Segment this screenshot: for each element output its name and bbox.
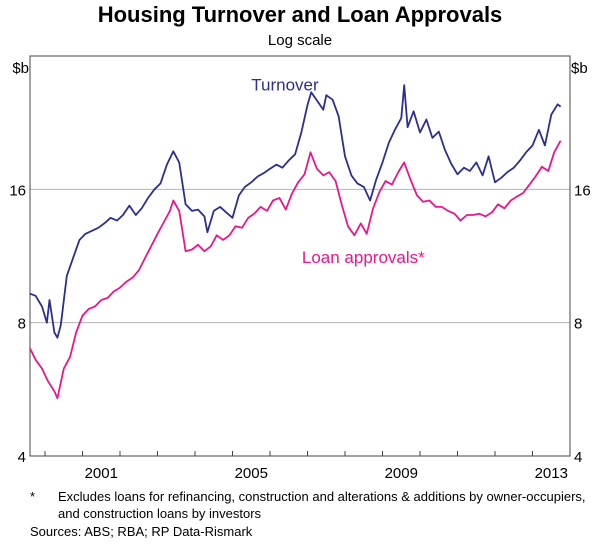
footnote-text: Excludes loans for refinancing, construc… xyxy=(58,489,586,521)
chart-subtitle: Log scale xyxy=(267,32,333,49)
footnote-marker: * xyxy=(30,489,36,504)
y-tick-label-right-4: 4 xyxy=(574,449,582,466)
footnote: * Excludes loans for refinancing, constr… xyxy=(30,488,588,522)
x-tick-label-2013: 2013 xyxy=(535,465,568,482)
series-line-turnover xyxy=(29,84,562,339)
series-label-turnover: Turnover xyxy=(251,75,319,94)
series-line-loan-approvals xyxy=(29,140,562,400)
series-label-loan-approvals: Loan approvals* xyxy=(302,248,425,267)
y-tick-label-left-16: 16 xyxy=(9,182,26,199)
plot-frame xyxy=(29,55,571,457)
y-tick-label-right-8: 8 xyxy=(574,316,582,333)
x-tick-label-2001: 2001 xyxy=(85,465,118,482)
y-tick-label-left-4: 4 xyxy=(18,449,26,466)
y-unit-left: $b xyxy=(12,60,29,77)
y-unit-right: $b xyxy=(571,60,588,77)
y-tick-label-left-8: 8 xyxy=(18,316,26,333)
sources-note: Sources: ABS; RBA; RP Data-Rismark xyxy=(30,524,253,539)
x-tick-label-2009: 2009 xyxy=(385,465,418,482)
x-tick-label-2005: 2005 xyxy=(235,465,268,482)
chart-title: Housing Turnover and Loan Approvals xyxy=(97,2,503,27)
y-tick-label-right-16: 16 xyxy=(574,182,591,199)
